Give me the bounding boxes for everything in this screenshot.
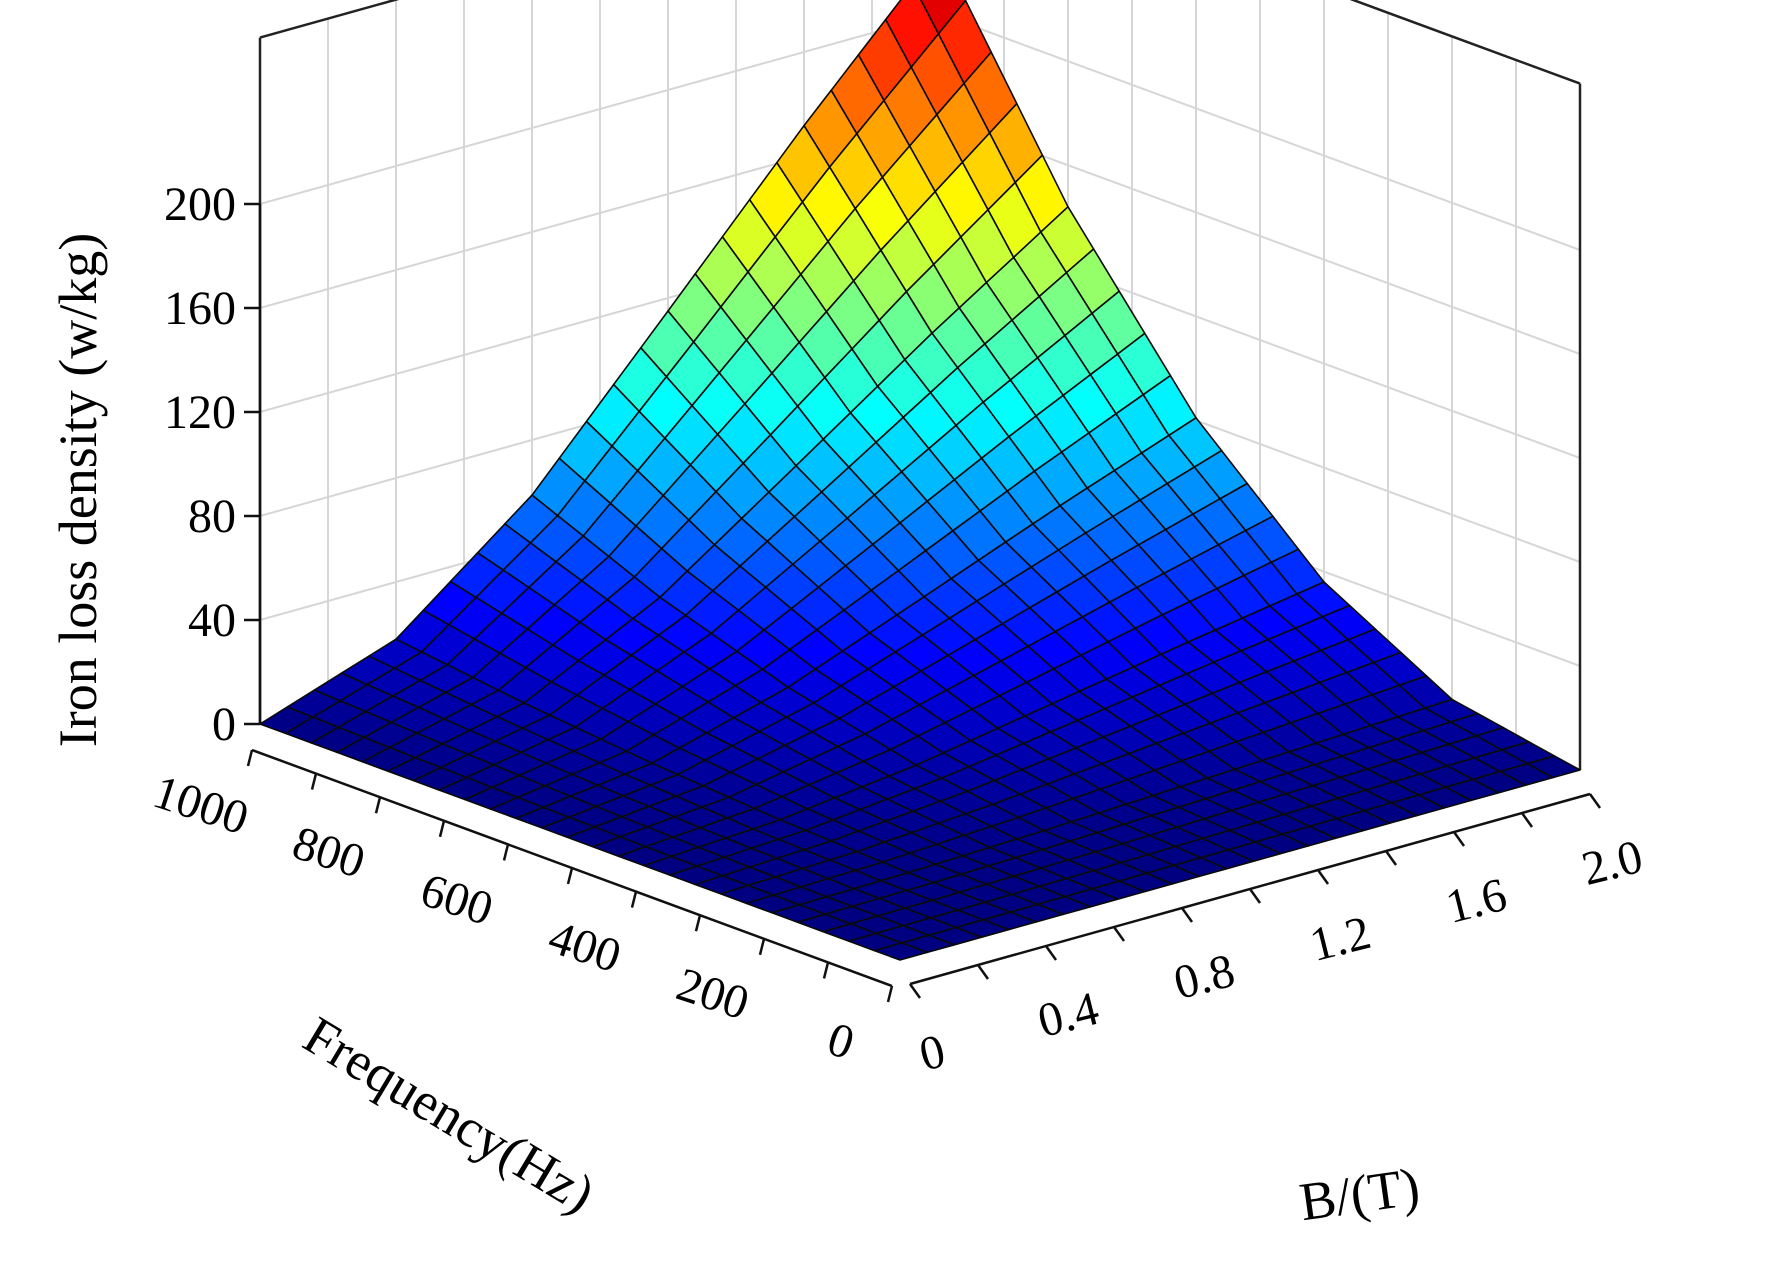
b-tick	[908, 983, 922, 999]
b-tick-label: 0.8	[1169, 944, 1240, 1010]
z-axis-title: Iron loss density (w/kg)	[48, 233, 108, 747]
frame-top-right	[1349, 0, 1581, 85]
b-tick	[1248, 888, 1262, 904]
frequency-tick-label: 200	[670, 958, 755, 1031]
y-axis-title: B/(T)	[1296, 1156, 1423, 1232]
z-tick-label: 200	[164, 178, 236, 231]
b-tick	[1112, 926, 1126, 942]
z-tick-label: 80	[188, 490, 236, 543]
surface-cell	[873, 942, 929, 961]
frequency-tick	[246, 749, 254, 767]
b-tick	[1588, 793, 1602, 809]
b-tick	[1384, 850, 1398, 866]
b-tick	[976, 964, 990, 980]
z-tick-label: 40	[188, 594, 236, 647]
z-tick-label: 0	[212, 698, 236, 751]
b-tick-label: 1.6	[1441, 868, 1512, 934]
frequency-tick	[630, 891, 638, 908]
b-tick	[1180, 907, 1194, 923]
frequency-tick	[438, 820, 446, 838]
b-tick	[1452, 831, 1466, 847]
surface-mesh	[259, 0, 1581, 961]
b-tick-label: 1.2	[1305, 906, 1376, 972]
frequency-tick	[822, 962, 830, 979]
frequency-tick	[502, 844, 510, 861]
z-tick-label: 120	[164, 386, 236, 439]
frequency-tick-label: 600	[414, 863, 499, 936]
frequency-tick	[374, 796, 382, 814]
b-tick	[1520, 812, 1534, 828]
b-tick	[1316, 869, 1330, 885]
b-tick-label: 0.4	[1033, 982, 1104, 1048]
x-axis-title: Frequency(Hz)	[294, 1005, 605, 1225]
b-tick	[1044, 945, 1058, 961]
z-tick-label: 160	[164, 282, 236, 335]
frequency-tick-label: 1000	[147, 765, 255, 845]
frequency-tick	[310, 773, 318, 790]
frame-top-left	[259, 0, 400, 39]
b-tick-label: 0	[914, 1024, 950, 1081]
frequency-tick	[566, 867, 574, 885]
frequency-tick	[886, 985, 894, 1003]
b-tick-label: 2.0	[1577, 830, 1648, 896]
frequency-tick-label: 0	[821, 1012, 860, 1070]
frequency-tick	[694, 914, 702, 932]
frequency-tick-label: 800	[286, 816, 371, 889]
frequency-tick	[758, 938, 766, 956]
frequency-tick-label: 400	[542, 911, 627, 984]
